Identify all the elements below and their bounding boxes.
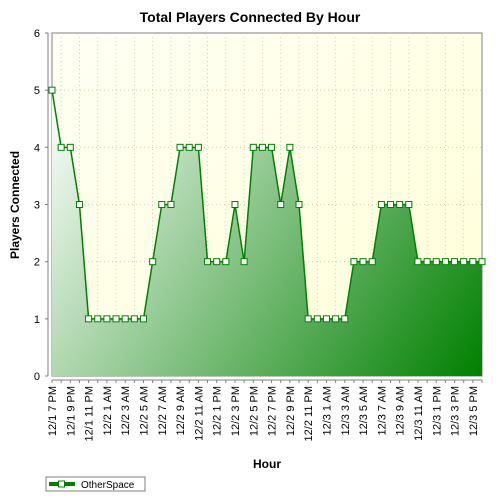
x-tick-label: 12/2 7 PM bbox=[267, 386, 279, 436]
y-tick-label: 6 bbox=[34, 28, 40, 40]
data-point bbox=[414, 258, 422, 266]
data-point bbox=[286, 143, 294, 151]
data-point bbox=[277, 201, 285, 208]
data-point bbox=[341, 315, 349, 323]
data-point bbox=[258, 143, 266, 151]
data-point bbox=[322, 315, 330, 323]
data-point bbox=[332, 315, 340, 323]
x-tick-label: 12/2 9 AM bbox=[175, 386, 187, 436]
data-point bbox=[66, 143, 74, 151]
data-point bbox=[139, 315, 147, 323]
y-axis: 0 1 2 3 4 5 6 bbox=[34, 28, 49, 383]
data-point bbox=[176, 143, 184, 151]
x-tick-label: 12/2 1 PM bbox=[212, 386, 224, 436]
data-point bbox=[451, 258, 459, 266]
data-point bbox=[423, 258, 431, 266]
x-tick-label: 12/2 11 PM bbox=[303, 386, 315, 441]
y-tick-label: 4 bbox=[34, 142, 40, 154]
data-point bbox=[359, 258, 367, 266]
x-tick-label: 12/2 11 AM bbox=[193, 386, 205, 441]
data-point bbox=[213, 258, 221, 266]
data-point bbox=[469, 258, 477, 266]
x-tick-label: 12/3 5 PM bbox=[468, 386, 480, 436]
y-tick-label: 3 bbox=[34, 200, 40, 212]
data-points bbox=[48, 86, 486, 323]
x-tick-label: 12/3 3 AM bbox=[340, 386, 352, 436]
data-point bbox=[167, 201, 175, 208]
x-tick-label: 12/1 7 PM bbox=[47, 386, 59, 436]
data-point bbox=[222, 258, 230, 266]
chart-title: Total Players Connected By Hour bbox=[140, 9, 361, 25]
data-point bbox=[368, 258, 376, 266]
data-point bbox=[313, 315, 321, 323]
data-point bbox=[304, 315, 312, 323]
data-point bbox=[112, 315, 120, 323]
data-point bbox=[185, 143, 193, 151]
data-point bbox=[268, 143, 276, 151]
data-point bbox=[149, 258, 157, 266]
legend: OtherSpace bbox=[45, 476, 146, 492]
data-point bbox=[405, 201, 413, 208]
x-tick-label: 12/2 5 PM bbox=[248, 386, 260, 436]
data-point bbox=[231, 201, 239, 208]
data-point bbox=[94, 315, 102, 323]
x-tick-label: 12/3 1 AM bbox=[321, 386, 333, 436]
legend-label: OtherSpace bbox=[81, 480, 135, 491]
x-tick-label: 12/2 3 PM bbox=[230, 386, 242, 436]
data-point bbox=[158, 201, 166, 208]
x-tick-label: 12/3 3 PM bbox=[450, 386, 462, 436]
data-point bbox=[204, 258, 212, 266]
data-point bbox=[387, 201, 395, 208]
data-point bbox=[75, 201, 83, 208]
y-tick-label: 0 bbox=[34, 371, 40, 383]
x-axis: 12/1 7 PM 12/1 9 PM 12/1 11 PM 12/2 1 AM 12/… bbox=[47, 379, 483, 441]
data-point bbox=[441, 258, 449, 266]
y-tick-label: 5 bbox=[34, 85, 40, 97]
data-point bbox=[240, 258, 248, 266]
data-point bbox=[377, 201, 385, 208]
data-point bbox=[48, 86, 56, 94]
data-point bbox=[350, 258, 358, 266]
x-tick-label: 12/3 5 AM bbox=[358, 386, 370, 436]
y-tick-label: 2 bbox=[34, 257, 40, 269]
x-tick-label: 12/2 7 AM bbox=[157, 386, 169, 436]
data-point bbox=[85, 315, 93, 323]
x-tick-label: 12/2 1 AM bbox=[102, 386, 114, 436]
y-tick-label: 1 bbox=[34, 314, 40, 326]
x-axis-label: Hour bbox=[253, 457, 281, 471]
data-point bbox=[194, 143, 202, 151]
data-point bbox=[249, 143, 257, 151]
data-point bbox=[295, 201, 303, 208]
series-area-otherspace bbox=[52, 90, 482, 377]
y-axis-label: Players Connected bbox=[8, 151, 22, 259]
x-tick-label: 12/1 11 PM bbox=[84, 386, 96, 441]
x-tick-label: 12/2 3 AM bbox=[120, 386, 132, 436]
data-point bbox=[432, 258, 440, 266]
x-tick-label: 12/1 9 PM bbox=[65, 386, 77, 436]
x-tick-label: 12/3 7 AM bbox=[376, 386, 388, 436]
x-tick-label: 12/3 1 PM bbox=[431, 386, 443, 436]
x-tick-label: 12/3 11 AM bbox=[413, 386, 425, 441]
data-point bbox=[103, 315, 111, 323]
data-point bbox=[130, 315, 138, 323]
data-point bbox=[478, 258, 486, 266]
x-tick-label: 12/2 9 PM bbox=[285, 386, 297, 436]
x-tick-label: 12/2 5 AM bbox=[138, 386, 150, 436]
legend-box bbox=[45, 476, 146, 492]
data-point bbox=[460, 258, 468, 266]
legend-marker-swatch bbox=[58, 480, 65, 488]
x-tick-label: 12/3 9 AM bbox=[395, 386, 407, 436]
data-point bbox=[57, 143, 65, 151]
data-point bbox=[121, 315, 129, 323]
data-point bbox=[396, 201, 404, 208]
